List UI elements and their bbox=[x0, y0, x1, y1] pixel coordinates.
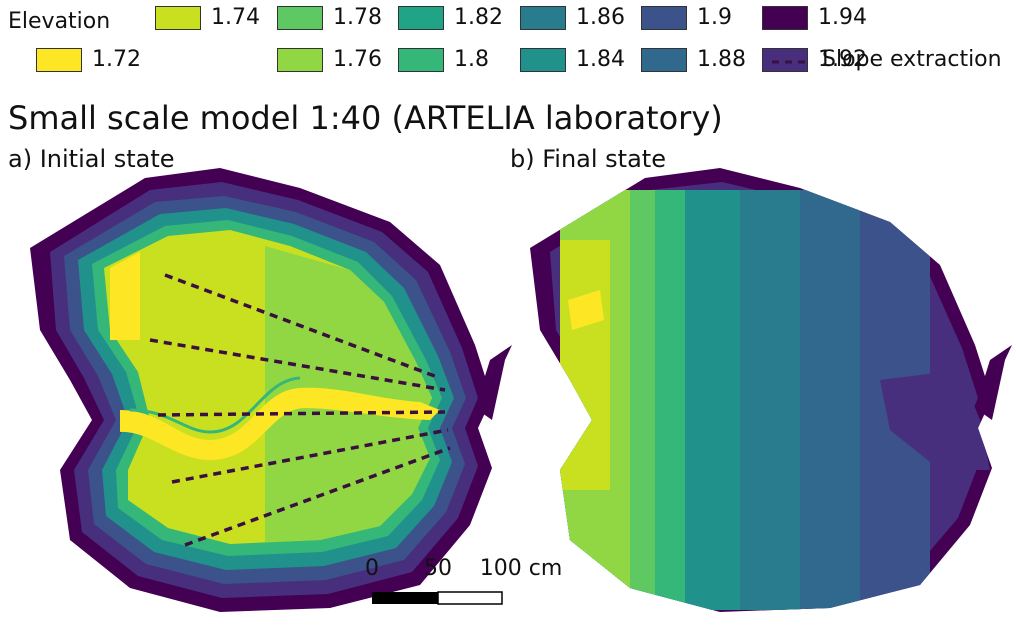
legend-label-1.94: 1.94 bbox=[818, 5, 867, 30]
legend-label-1.78: 1.78 bbox=[333, 5, 382, 30]
legend-label-1.86: 1.86 bbox=[576, 5, 625, 30]
slope-line-1 bbox=[164, 273, 441, 380]
legend-label-1.76: 1.76 bbox=[333, 47, 382, 72]
slope-line-3 bbox=[157, 410, 446, 417]
legend-label-1.72: 1.72 bbox=[92, 47, 141, 72]
scale-tick-50: 50 bbox=[424, 556, 452, 581]
initial-state-map bbox=[30, 168, 512, 612]
slope-line-5 bbox=[184, 446, 451, 547]
panel-b-label: b) Final state bbox=[510, 145, 666, 173]
legend-swatch-1.9 bbox=[641, 6, 687, 30]
scale-tick-100: 100 cm bbox=[480, 556, 563, 581]
legend-label-1.88: 1.88 bbox=[697, 47, 746, 72]
slope-line-2 bbox=[149, 338, 446, 392]
legend-label-1.8: 1.8 bbox=[454, 47, 489, 72]
legend-swatch-1.82 bbox=[398, 6, 444, 30]
legend-swatch-1.84 bbox=[520, 48, 566, 72]
legend-swatch-1.8 bbox=[398, 48, 444, 72]
legend-swatch-1.74 bbox=[155, 6, 201, 30]
legend-swatch-1.94 bbox=[762, 6, 808, 30]
scale-bar: 0 50 100 cm bbox=[365, 556, 563, 605]
legend-label-1.74: 1.74 bbox=[211, 5, 260, 30]
legend-label-1.92: 1.92 bbox=[818, 47, 867, 72]
legend-swatch-1.88 bbox=[641, 48, 687, 72]
slope-line-4 bbox=[171, 428, 449, 484]
final-state-map bbox=[530, 168, 1012, 612]
legend-swatch-1.86 bbox=[520, 6, 566, 30]
page-title: Small scale model 1:40 (ARTELIA laborato… bbox=[8, 99, 723, 137]
slope-extraction-legend-line bbox=[772, 60, 808, 64]
legend-swatch-1.76 bbox=[277, 48, 323, 72]
scale-tick-0: 0 bbox=[365, 556, 379, 581]
legend-label-1.82: 1.82 bbox=[454, 5, 503, 30]
legend-swatch-1.78 bbox=[277, 6, 323, 30]
legend-label-1.9: 1.9 bbox=[697, 5, 732, 30]
legend-label-1.84: 1.84 bbox=[576, 47, 625, 72]
slope-extraction-lines bbox=[149, 273, 451, 547]
legend-swatch-1.92 bbox=[762, 48, 808, 72]
legend-title: Elevation bbox=[8, 9, 111, 34]
legend-swatch-1.72 bbox=[36, 48, 82, 72]
slope-extraction-label: Slope extraction bbox=[822, 47, 1002, 72]
panel-a-label: a) Initial state bbox=[8, 145, 175, 173]
